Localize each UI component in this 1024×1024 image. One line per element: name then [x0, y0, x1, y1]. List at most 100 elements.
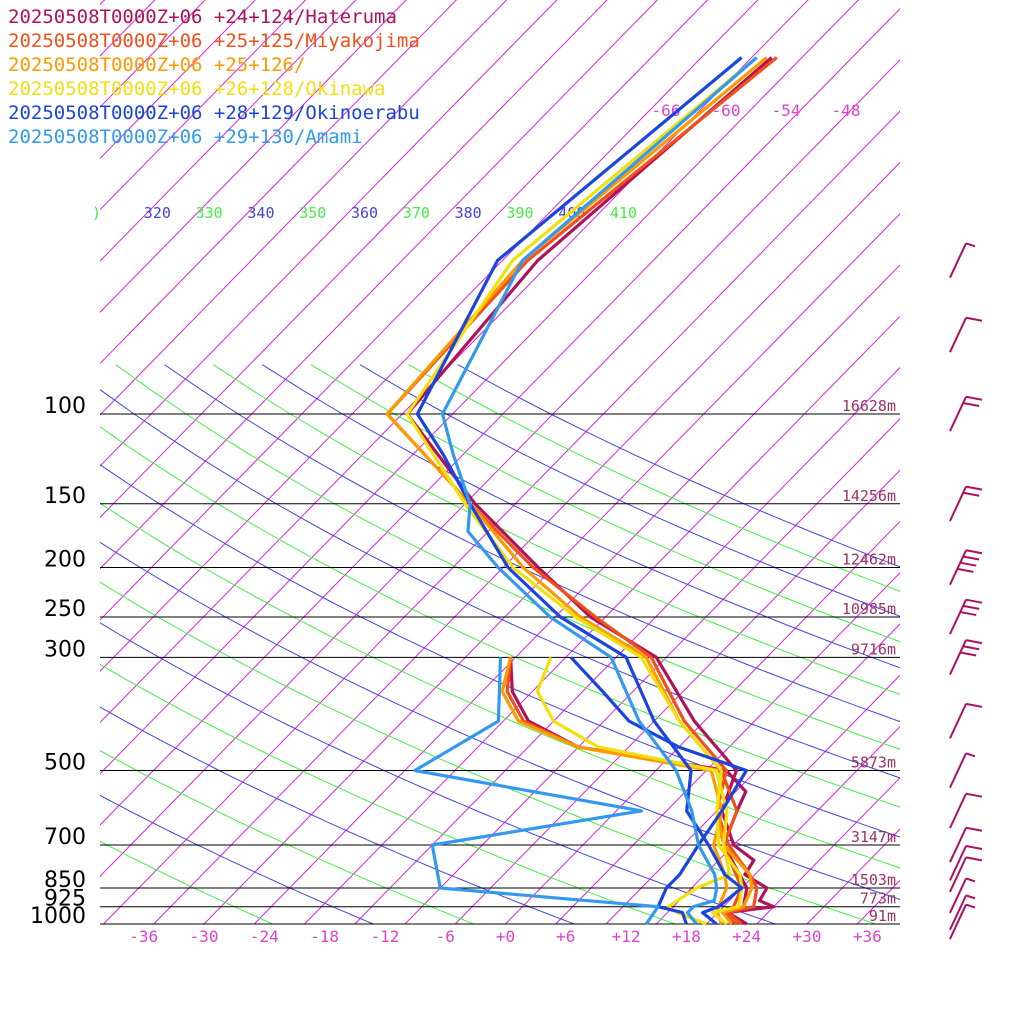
isotherm-line	[756, 777, 900, 924]
x-tick-label: -18	[310, 927, 339, 946]
isotherm-line	[908, 0, 1024, 924]
theta-label: 330	[196, 204, 223, 222]
dry-adiabat-line	[100, 840, 275, 924]
wind-barb-staff	[949, 894, 967, 931]
wind-barb	[949, 395, 983, 432]
wind-barb-flag	[965, 702, 983, 708]
isotherm-line	[605, 623, 900, 924]
wind-barb-flag	[965, 856, 983, 862]
height-label: 14256m	[842, 487, 896, 505]
wind-barb-flag	[965, 792, 983, 798]
isotherm-line	[100, 0, 206, 108]
dry-adiabat-line	[261, 364, 900, 669]
wind-barb-staff	[949, 793, 967, 829]
temperature-line	[385, 56, 768, 925]
sounding-profiles	[385, 56, 778, 926]
height-label: 12462m	[842, 551, 896, 569]
height-label: 3147m	[851, 828, 896, 846]
pressure-label: 300	[44, 637, 86, 662]
wind-barb-flag	[965, 549, 983, 555]
wind-barb-staff	[949, 845, 967, 881]
theta-label: 350	[299, 204, 326, 222]
wind-barb-flag	[965, 877, 976, 883]
wind-barbs	[949, 242, 983, 940]
wind-barb	[949, 844, 983, 881]
pressure-label: 1000	[30, 904, 86, 929]
isotherm-line	[100, 0, 307, 211]
wind-barb-flag	[962, 401, 980, 407]
wind-barb-flag	[965, 894, 976, 900]
wind-barb-flag	[965, 485, 983, 491]
wind-barb-flag	[965, 598, 983, 604]
wind-barb-staff	[949, 599, 967, 635]
dewpoint-line	[535, 656, 732, 926]
theta-label: 340	[247, 204, 274, 222]
pressure-label: 925	[44, 887, 86, 912]
height-label: 16628m	[842, 397, 896, 415]
wind-barb	[949, 752, 976, 789]
wind-barb-flag	[965, 826, 983, 832]
legend-entry-amami: 20250508T0000Z+06 +29+130/Amami	[8, 126, 363, 148]
dewpoint-line	[569, 656, 749, 925]
pressure-label: 200	[44, 548, 86, 573]
dry-adiabat-line	[115, 364, 900, 750]
temperature-line	[405, 56, 758, 926]
isotherm-line	[100, 0, 357, 262]
pressure-label: 700	[44, 825, 86, 850]
wind-barb-flag	[965, 752, 976, 758]
isotherm-line	[555, 572, 900, 924]
isotherm-label: -48	[832, 101, 861, 120]
wind-barb-flag	[965, 639, 983, 645]
x-tick-label: -12	[370, 927, 399, 946]
legend: 20250508T0000Z+06 +24+124/Hateruma 20250…	[8, 5, 420, 149]
isotherm-line	[706, 725, 900, 924]
x-tick-label: +36	[853, 927, 882, 946]
pressure-label: 850	[44, 868, 86, 893]
wind-barb-staff	[949, 396, 967, 432]
temperature-line	[440, 56, 758, 925]
height-label: 10985m	[842, 600, 896, 618]
isotherm-line	[655, 674, 900, 924]
legend-entry-hateruma: 20250508T0000Z+06 +24+124/Hateruma	[8, 6, 397, 28]
legend-entry-miyakojima: 20250508T0000Z+06 +25+125/Miyakojima	[8, 30, 420, 52]
wind-barb-staff	[949, 639, 967, 675]
wind-barb-flag	[965, 395, 983, 401]
isotherm-line	[856, 879, 900, 924]
wind-barb	[949, 598, 983, 635]
isotherm-line	[100, 0, 457, 365]
wind-barb-flag	[965, 242, 976, 248]
wind-barb-staff	[949, 549, 967, 586]
legend-entry-station-25-126: 20250508T0000Z+06 +25+126/	[8, 54, 306, 76]
wind-barb-flag	[965, 316, 983, 322]
isotherm-line	[100, 0, 407, 313]
x-tick-label: +24	[732, 927, 761, 946]
dry-adiabat-line	[100, 622, 777, 924]
wind-barb-flag	[965, 844, 983, 850]
wind-barb	[949, 639, 983, 675]
height-label: 9716m	[851, 640, 896, 658]
pressure-label: 100	[44, 394, 86, 419]
wind-barb	[949, 549, 983, 586]
dry-adiabat-line	[100, 541, 900, 900]
dry-adiabat-line	[100, 750, 476, 924]
dry-adiabat-line	[100, 663, 677, 924]
wind-barb-flag	[962, 604, 980, 610]
pressure-label: 150	[44, 484, 86, 509]
theta-label: 410	[610, 204, 637, 222]
dry-adiabat-line	[100, 426, 900, 808]
theta-label: 320	[144, 204, 171, 222]
theta-label: 370	[403, 204, 430, 222]
isotherm-line	[404, 418, 900, 924]
dry-adiabat-line	[359, 364, 900, 617]
height-label: 773m	[860, 890, 896, 908]
wind-barb-flag	[962, 645, 980, 651]
wind-barb-staff	[949, 878, 967, 914]
wind-barb-staff	[949, 242, 967, 279]
x-tick-label: -30	[190, 927, 219, 946]
dry-adiabat-lines	[100, 364, 900, 924]
legend-entry-okinawa: 20250508T0000Z+06 +26+128/Okinawa	[8, 78, 386, 100]
dry-adiabat-line	[164, 364, 900, 723]
x-tick-label: -6	[436, 927, 455, 946]
x-tick-label: +18	[672, 927, 701, 946]
height-label: 5873m	[851, 753, 896, 771]
